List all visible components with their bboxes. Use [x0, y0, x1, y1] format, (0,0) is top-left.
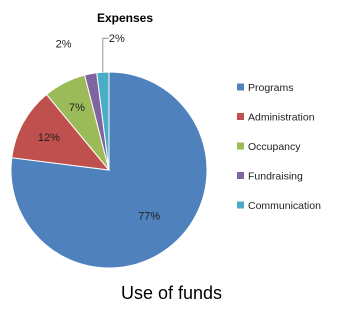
slice-label-fundraising: 2% — [56, 39, 72, 51]
slice-label-administration: 12% — [38, 132, 60, 144]
chart-legend: Programs Administration Occupancy Fundraisi… — [237, 82, 321, 212]
legend-label-fundraising: Fundraising — [248, 171, 303, 183]
legend-swatch-occupancy — [237, 142, 244, 150]
slice-label-programs: 77% — [138, 211, 160, 223]
pie-slices — [10, 71, 208, 269]
legend-label-occupancy: Occupancy — [248, 141, 301, 153]
legend-swatch-fundraising — [237, 172, 244, 179]
leader-line-communication — [102, 37, 109, 73]
legend-label-programs: Programs — [248, 82, 294, 94]
slice-label-occupancy: 7% — [69, 102, 85, 114]
chart-title: Expenses — [97, 11, 153, 25]
pie-slice-communication — [96, 71, 110, 171]
legend-swatch-communication — [237, 201, 244, 209]
legend-label-communication: Communication — [248, 200, 321, 212]
pie-slice-administration — [11, 93, 111, 171]
slice-labels: 77% 12% 7% 2% 2% — [38, 33, 161, 222]
legend-swatch-administration — [237, 113, 244, 120]
legend-swatch-programs — [237, 83, 244, 91]
slice-label-communication: 2% — [109, 33, 125, 45]
figure-caption: Use of funds — [120, 283, 223, 303]
legend-label-administration: Administration — [248, 112, 315, 124]
